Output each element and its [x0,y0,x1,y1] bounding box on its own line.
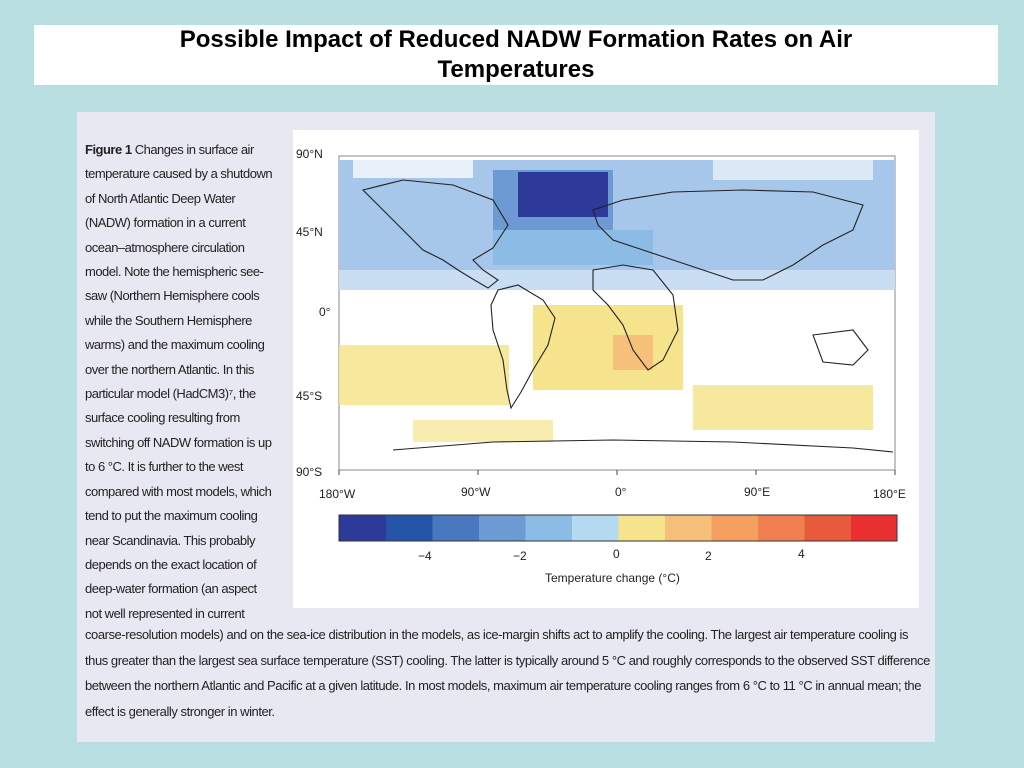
colorbar-tick-4: 2 [705,549,712,563]
colorbar-tick-2: −2 [513,549,527,563]
figure-image: 90°N 45°N 0° 45°S 90°S 180°W 90°W 0° 90°… [293,130,919,608]
colorbar-tick-1: −4 [418,549,432,563]
lat-label-90s: 90°S [296,465,322,479]
colorbar-swatch [339,515,386,541]
colorbar-swatch [664,515,712,541]
lat-label-0: 0° [319,305,331,319]
south-atlantic-warming [533,305,683,390]
slide-title-box: Possible Impact of Reduced NADW Formatio… [34,25,998,85]
figure-panel: Figure 1 Changes in surface air temperat… [77,112,935,742]
colorbar-swatch [618,515,665,541]
colorbar-tick-5: 4 [798,547,805,561]
lon-label-0: 0° [615,485,627,499]
north-atlantic-max-cooling [518,172,608,217]
lon-label-90w: 90°W [461,485,491,499]
slide-title: Possible Impact of Reduced NADW Formatio… [179,26,853,83]
colorbar-swatch [711,515,758,541]
lon-label-180w: 180°W [319,487,356,501]
colorbar-label: Temperature change (°C) [545,571,680,585]
world-map [338,155,896,475]
nh-weak-cooling-band [339,270,895,290]
colorbar-swatch [850,515,898,541]
caption-side-text: Changes in surface air temperature cause… [85,142,273,621]
figure-caption-bottom: coarse-resolution models) and on the sea… [85,627,930,719]
axis-ticks [338,470,896,475]
lat-label-45n: 45°N [296,225,323,239]
colorbar-tick-3: 0 [613,547,620,561]
figure-label: Figure 1 [85,142,132,157]
figure-caption-side: Figure 1 Changes in surface air temperat… [85,138,285,626]
colorbar-swatch [478,515,526,541]
colorbar-swatch [757,515,805,541]
colorbar-swatch [385,515,433,541]
lat-label-90n: 90°N [296,147,323,161]
colorbar-swatch [571,515,619,541]
continent-outlines [361,179,894,453]
lon-label-90e: 90°E [744,485,770,499]
lon-label-180e: 180°E [873,487,906,501]
colorbar-swatch [432,515,479,541]
lat-label-45s: 45°S [296,389,322,403]
colorbar [338,514,898,542]
temperature-map-figure: 90°N 45°N 0° 45°S 90°S 180°W 90°W 0° 90°… [296,147,906,585]
colorbar-swatch [525,515,572,541]
colorbar-swatch [804,515,851,541]
